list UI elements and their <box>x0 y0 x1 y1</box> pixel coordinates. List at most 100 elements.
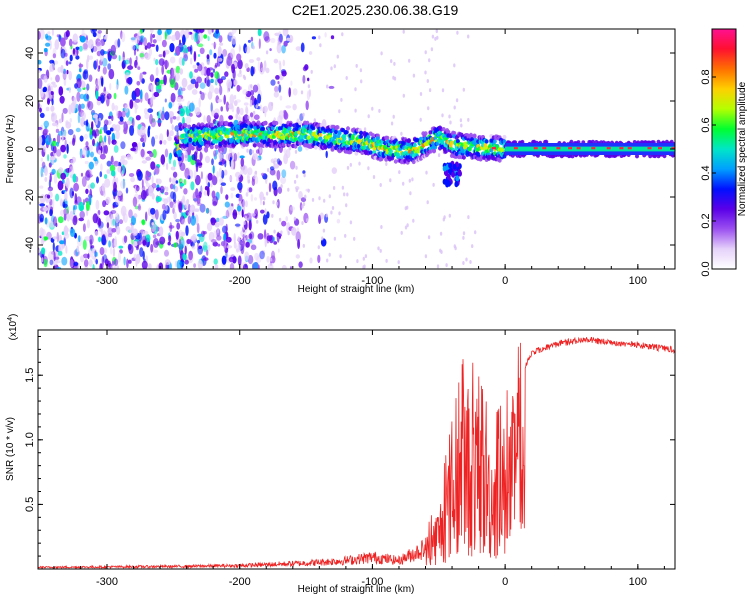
spectrogram-cell <box>230 48 236 59</box>
spectrogram-cell <box>203 34 208 39</box>
spectrogram-cell <box>197 130 202 135</box>
spectrogram-cell <box>254 170 258 175</box>
spectrogram-cell <box>98 149 102 155</box>
spectrogram-cell <box>482 146 487 151</box>
spectrogram-cell <box>225 194 229 200</box>
spectrogram-cell <box>289 206 295 211</box>
spectrogram-cell <box>416 149 421 154</box>
spectrogram-cell <box>325 150 328 159</box>
spectrogram-cell <box>222 49 228 57</box>
spectrogram-cell <box>333 236 337 241</box>
spectrogram-cell <box>263 120 268 126</box>
spectrogram-cell <box>194 68 199 73</box>
bottom-plot-frame <box>37 329 676 570</box>
spectrogram-cell <box>39 29 45 40</box>
spectrogram-cell <box>297 146 303 152</box>
spectrogram-cell <box>318 132 323 137</box>
spectrogram-cell <box>198 32 204 42</box>
spectrogram-cell <box>179 68 184 75</box>
spectrogram-cell <box>492 139 497 144</box>
spectrogram-cell <box>94 160 98 167</box>
spectrogram-cell <box>150 33 153 44</box>
spectrogram-cell <box>112 247 116 257</box>
spectrogram-cell <box>128 209 133 219</box>
spectrogram-cell <box>163 198 169 205</box>
spectrogram-cell <box>226 79 233 89</box>
spectrogram-cell <box>92 31 97 38</box>
spectrogram-cell <box>76 78 82 89</box>
spectrogram-cell <box>221 255 227 265</box>
spectrogram-cell <box>285 216 289 222</box>
spectrogram-cell <box>216 217 220 223</box>
spectrogram-cell <box>46 194 51 199</box>
spectrogram-cell <box>247 167 253 176</box>
spectrogram-cell <box>237 73 243 78</box>
spectrogram-cell <box>104 178 111 188</box>
spectrogram-cell <box>141 260 148 269</box>
spectrogram-cell <box>293 179 297 184</box>
carrier-peak <box>513 147 518 150</box>
spectrogram-cell <box>288 122 293 128</box>
spectrogram-cell <box>219 135 224 140</box>
spectrogram-cell <box>86 100 91 108</box>
spectrogram-cell <box>181 219 186 226</box>
spectrogram-cell <box>56 133 61 144</box>
spectrogram-cell <box>45 33 49 40</box>
spectrogram-cell <box>69 118 73 123</box>
spectrogram-cell <box>251 149 254 154</box>
spectrogram-cell <box>39 194 46 204</box>
spectrogram-cell <box>398 170 401 175</box>
spectrogram-cell <box>150 43 156 47</box>
spectrogram-cell <box>169 222 173 233</box>
spectrogram-cell <box>123 256 126 266</box>
spectrogram-cell <box>43 258 48 268</box>
spectrogram-cell <box>299 202 303 211</box>
spectrogram-cell <box>281 44 286 54</box>
spectrogram-cell <box>207 244 211 252</box>
spectrogram-cell <box>430 47 434 52</box>
spectrogram-cell <box>262 201 265 206</box>
spectrogram-cell <box>460 123 463 128</box>
spectrogram-cell <box>160 110 166 121</box>
spectrogram-cell <box>268 182 272 193</box>
spectrogram-cell <box>362 256 365 261</box>
spectrogram-cell <box>150 207 156 215</box>
spectrogram-cell <box>139 72 143 83</box>
spectrogram-cell <box>280 75 283 81</box>
spectrogram-cell <box>245 200 248 208</box>
spectrogram-cell <box>339 254 342 259</box>
x-tick-label: 100 <box>629 576 647 588</box>
spectrogram-cell <box>313 145 318 150</box>
spectrogram-cell <box>107 227 114 235</box>
spectrogram-cell <box>472 133 477 138</box>
spectrogram-cell <box>273 163 280 169</box>
spectrogram-cell <box>199 29 204 34</box>
spectrogram-cell <box>297 239 300 249</box>
spectrogram-cell <box>67 129 74 136</box>
spectrogram-cell <box>47 186 54 192</box>
spectrogram-cell <box>242 142 247 147</box>
y-tick-label: 1.0 <box>24 432 36 447</box>
spectrogram-cell <box>42 87 47 93</box>
spectrogram-cell <box>144 92 149 102</box>
spectrogram-cell <box>243 102 249 106</box>
spectrogram-cell <box>249 102 253 107</box>
spectrogram-cell <box>372 175 376 179</box>
spectrogram-cell <box>66 143 69 154</box>
spectrogram-cell <box>169 42 175 53</box>
spectrogram-cell <box>389 178 392 183</box>
spectrogram-cell <box>63 130 67 138</box>
spectrogram-cell <box>260 67 267 72</box>
spectrogram-cell <box>497 158 502 163</box>
spectrogram-cell <box>445 181 450 188</box>
spectrogram-cell <box>402 93 405 98</box>
spectrogram-cell <box>173 242 178 248</box>
carrier-peak <box>491 147 496 150</box>
spectrogram-cell <box>272 200 275 205</box>
spectrogram-cell <box>392 114 395 119</box>
x-axis-label: Height of straight line (km) <box>298 284 415 295</box>
spectrogram-cell <box>213 52 217 59</box>
spectrogram-cell <box>180 211 184 218</box>
spectrogram-cell <box>453 63 456 68</box>
spectrogram-cell <box>456 30 459 35</box>
